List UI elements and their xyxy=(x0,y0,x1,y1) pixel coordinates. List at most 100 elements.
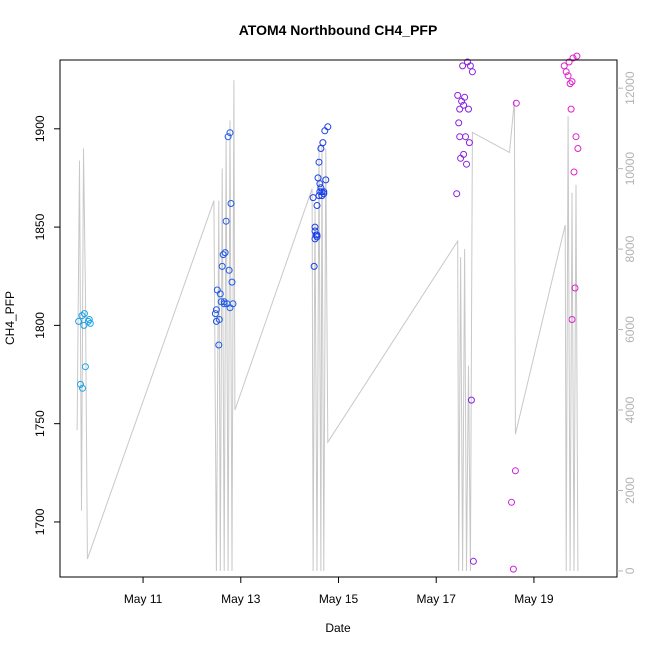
data-point xyxy=(461,93,469,101)
data-point xyxy=(212,306,220,314)
y-axis-label: CH4_PFP xyxy=(3,291,17,345)
data-point xyxy=(569,54,577,62)
x-tick-label: May 11 xyxy=(124,592,163,606)
data-point xyxy=(225,266,233,274)
data-point xyxy=(311,227,319,235)
x-axis-label: Date xyxy=(325,621,351,635)
data-point xyxy=(216,290,224,298)
y-right-tick-label: 12000 xyxy=(623,71,637,105)
data-point xyxy=(463,160,470,168)
x-axis: May 11 May 13 May 15 May 17 May 19 xyxy=(124,577,554,606)
y-left-tick-label: 1750 xyxy=(33,410,47,437)
y-right-tick-label: 8000 xyxy=(623,235,637,262)
data-point xyxy=(221,249,229,257)
data-point xyxy=(219,251,227,259)
data-point xyxy=(465,105,472,113)
data-point xyxy=(512,99,520,107)
data-point xyxy=(315,158,323,166)
data-point xyxy=(315,192,323,200)
data-point xyxy=(226,129,234,137)
data-point xyxy=(459,62,467,70)
data-point xyxy=(508,498,515,506)
data-point xyxy=(319,139,327,147)
data-point xyxy=(227,200,235,207)
data-point xyxy=(574,145,582,152)
data-point xyxy=(573,52,581,60)
data-point xyxy=(81,363,89,371)
data-point xyxy=(313,202,321,209)
data-point xyxy=(324,123,332,131)
data-points-layer xyxy=(75,52,582,573)
y-axis-right: 0 2000 4000 6000 8000 10000 12000 xyxy=(617,71,637,574)
data-point xyxy=(320,190,328,198)
data-point xyxy=(85,316,93,323)
data-point xyxy=(570,168,578,176)
data-point xyxy=(215,341,223,349)
data-point xyxy=(465,139,473,147)
data-point xyxy=(75,317,83,325)
data-point xyxy=(228,278,236,286)
data-point xyxy=(211,310,219,318)
data-point xyxy=(80,321,88,329)
data-point xyxy=(215,316,223,323)
data-point xyxy=(316,188,324,196)
altitude-line-layer xyxy=(76,80,579,572)
data-point xyxy=(454,91,462,99)
data-point xyxy=(309,194,317,202)
data-point xyxy=(86,319,94,327)
data-point xyxy=(79,384,86,392)
data-point xyxy=(317,145,325,152)
data-point xyxy=(564,72,572,80)
data-point xyxy=(567,105,575,113)
data-point xyxy=(469,557,477,565)
data-point xyxy=(313,231,321,239)
data-point xyxy=(311,235,319,243)
y-right-tick-label: 0 xyxy=(623,567,637,574)
data-point xyxy=(568,316,576,323)
y-axis-left: 1700 1750 1800 1850 1900 xyxy=(33,115,60,535)
data-point xyxy=(565,58,573,66)
data-point xyxy=(571,284,579,292)
data-point xyxy=(318,192,326,200)
y-right-tick-label: 2000 xyxy=(623,477,637,504)
data-point xyxy=(460,101,468,109)
data-point xyxy=(222,217,230,225)
data-point xyxy=(311,223,319,231)
data-point xyxy=(511,467,519,475)
data-point xyxy=(572,133,580,141)
data-point xyxy=(467,396,475,404)
altitude-line xyxy=(76,80,579,572)
y-left-tick-label: 1800 xyxy=(33,312,47,339)
data-point xyxy=(226,304,234,312)
data-point xyxy=(509,565,517,573)
data-point xyxy=(322,176,330,184)
data-point xyxy=(77,380,84,388)
y-right-tick-label: 10000 xyxy=(623,152,637,186)
data-point xyxy=(220,300,228,308)
data-point xyxy=(316,180,324,188)
data-point xyxy=(560,62,568,70)
data-point xyxy=(453,190,461,198)
data-point xyxy=(468,68,476,76)
data-point xyxy=(466,62,474,70)
data-point xyxy=(455,119,463,127)
data-point xyxy=(80,310,88,318)
y-left-tick-label: 1850 xyxy=(33,213,47,240)
data-point xyxy=(218,262,226,270)
y-right-tick-label: 6000 xyxy=(623,316,637,343)
data-point xyxy=(566,80,574,88)
data-point xyxy=(313,233,321,241)
data-point xyxy=(460,150,468,158)
x-tick-label: May 13 xyxy=(221,592,261,606)
x-tick-label: May 19 xyxy=(514,592,554,606)
data-point xyxy=(456,105,464,113)
data-point xyxy=(310,262,318,270)
data-point xyxy=(224,133,232,141)
chart-title: ATOM4 Northbound CH4_PFP xyxy=(239,22,438,38)
y-right-tick-label: 4000 xyxy=(623,396,637,423)
data-point xyxy=(462,133,469,141)
y-left-tick-label: 1700 xyxy=(33,508,47,535)
y-left-tick-label: 1900 xyxy=(33,115,47,142)
data-point xyxy=(320,188,328,196)
